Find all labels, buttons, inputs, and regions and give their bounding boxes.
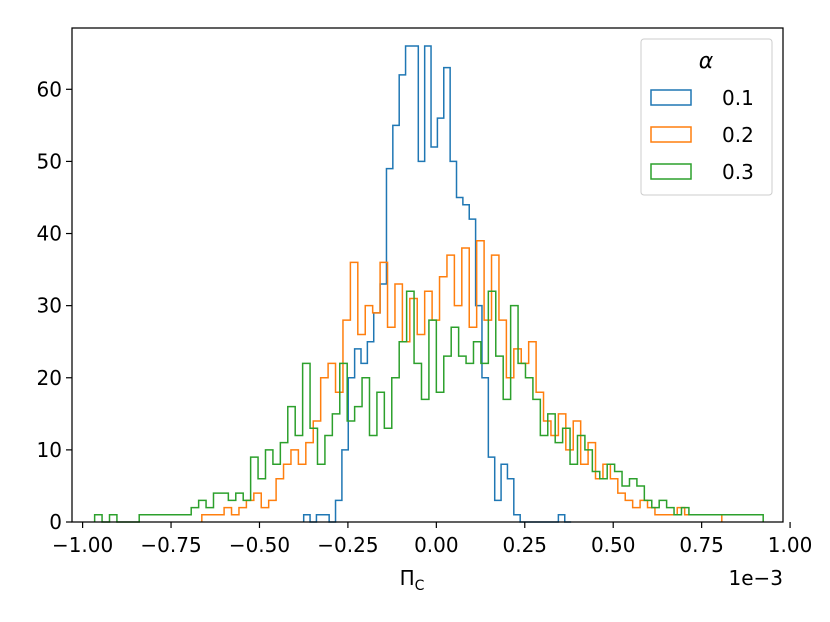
x-axis-offset-text: 1e−3 <box>728 566 783 590</box>
x-tick-label: −0.75 <box>140 533 201 557</box>
x-tick-label: −0.25 <box>317 533 378 557</box>
legend: α 0.1 0.2 0.3 <box>640 38 773 196</box>
legend-swatch-0.2 <box>650 126 692 143</box>
y-tick-label: 40 <box>37 222 62 246</box>
y-tick-label: 50 <box>37 149 62 173</box>
histogram-series-0.2 <box>201 239 723 522</box>
x-tick-label: 0.25 <box>503 533 548 557</box>
legend-label-0.1: 0.1 <box>722 86 754 110</box>
legend-swatch-0.3 <box>650 163 692 180</box>
legend-title: α <box>699 49 714 74</box>
y-tick-label: 0 <box>49 510 62 534</box>
x-tick-label: 0.50 <box>591 533 636 557</box>
plot-frame <box>71 27 784 523</box>
legend-box <box>640 38 773 196</box>
x-tick-label: −0.50 <box>229 533 290 557</box>
y-tick-label: 20 <box>37 366 62 390</box>
x-axis-ticks: −1.00 −0.75 −0.50 −0.25 0.00 0.25 0.50 0.75 1.00 <box>52 522 812 557</box>
x-tick-label: −1.00 <box>52 533 113 557</box>
x-tick-label: 0.00 <box>414 533 459 557</box>
histogram-series-layer <box>93 45 764 523</box>
x-tick-label: 0.75 <box>679 533 724 557</box>
y-tick-label: 10 <box>37 438 62 462</box>
y-tick-label: 60 <box>37 77 62 101</box>
histogram-series-0.3 <box>93 290 764 523</box>
legend-swatch-0.1 <box>650 89 692 106</box>
legend-entries: 0.1 0.2 0.3 <box>650 86 754 184</box>
y-tick-label: 30 <box>37 294 62 318</box>
x-axis-label: ΠC <box>400 566 425 594</box>
y-axis-ticks: 0 10 20 30 40 50 60 <box>37 77 72 534</box>
legend-label-0.3: 0.3 <box>722 160 754 184</box>
legend-label-0.2: 0.2 <box>722 123 754 147</box>
x-tick-label: 1.00 <box>768 533 813 557</box>
histogram-series-0.1 <box>302 45 572 523</box>
